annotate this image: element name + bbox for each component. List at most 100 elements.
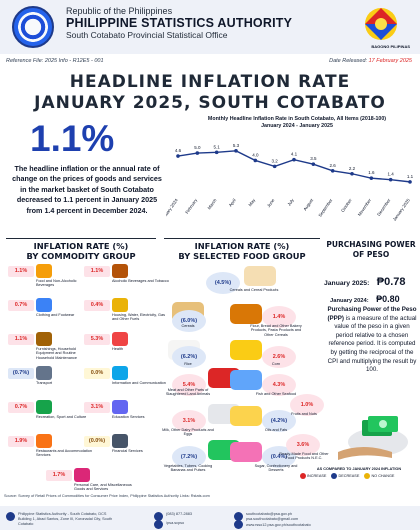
headline-summary: The headline inflation or the annual rat… — [12, 164, 162, 215]
food-value: 3.1% — [172, 410, 206, 432]
food-image-icon — [230, 304, 262, 324]
x-tick-label: May — [247, 197, 256, 207]
commodity-icon — [112, 400, 128, 414]
commodity-label: Food and Non-Alcoholic Beverages — [36, 279, 77, 288]
food-value: (4.2%) — [262, 410, 296, 432]
headline-rate: 1.1% — [30, 118, 115, 159]
food-label: Rice — [184, 362, 192, 366]
legend-no-change-dot — [364, 473, 371, 479]
legend-decrease: DECREASE — [331, 473, 359, 479]
commodity-label: Transport — [36, 381, 53, 385]
header-republic: Republic of the Philippines — [66, 6, 173, 16]
data-point — [253, 158, 258, 163]
footer-web[interactable]: www.rsso12.psa.gov.ph/southcotabato — [246, 523, 311, 527]
data-label: 3.5 — [310, 156, 317, 161]
commodity-icon — [74, 468, 90, 482]
food-value: 1.4% — [262, 306, 296, 328]
food-label: Flour, Bread and Other Bakery Products, … — [250, 324, 302, 337]
x-tick-label: September — [317, 197, 333, 218]
header-office: South Cotabato Provincial Statistical Of… — [66, 30, 228, 40]
data-label: 1.4 — [388, 172, 395, 177]
commodity-title-line2: BY COMMODITY GROUP — [26, 251, 136, 262]
food-title-line2: BY SELECTED FOOD GROUP — [178, 251, 306, 262]
commodity-label: Recreation, Sport and Culture — [36, 415, 87, 419]
header-agency: PHILIPPINE STATISTICS AUTHORITY — [66, 16, 293, 30]
footer-facebook[interactable]: /psa.scpso — [166, 521, 185, 525]
food-label: Ready-Made Food and Other Food Products … — [279, 452, 329, 461]
page-title-line1: HEADLINE INFLATION RATE — [69, 72, 351, 92]
commodity-icon — [36, 264, 52, 278]
commodity-label: Clothing and Footwear — [36, 313, 75, 317]
source-note: Source: Survey of Retail Prices of Commo… — [4, 494, 210, 498]
psa-logo-icon — [12, 6, 54, 48]
commodity-title-line1: INFLATION RATE (%) — [33, 241, 129, 252]
ppp-definition: Purchasing Power of the Peso (PPP) is a … — [326, 306, 418, 375]
food-value: 5.4% — [172, 374, 206, 396]
x-tick-label: December — [376, 197, 392, 217]
commodity-value: 0.0% — [84, 368, 110, 379]
bagong-pilipinas-logo-icon — [365, 8, 397, 40]
ppp-jan2025-value: ₱0.78 — [376, 276, 406, 288]
bagong-pilipinas-label: BAGONG PILIPINAS — [371, 44, 410, 49]
ppp-definition-term: Purchasing Power of the Peso (PPP) — [327, 306, 417, 322]
food-value: 1.0% — [290, 394, 324, 416]
data-label: 5.1 — [214, 144, 221, 149]
commodity-item: 0.0% Information and Communication — [84, 366, 166, 392]
commodity-icon — [112, 332, 128, 346]
ppp-jan2024-value: ₱0.80 — [376, 294, 400, 304]
reference-bar: Reference File: 2025 Info - R12E5 - 001 … — [0, 56, 420, 68]
commodity-item: 5.3% Health — [84, 332, 158, 358]
commodity-item: 0.7% Recreation, Sport and Culture — [8, 400, 86, 426]
food-value: (0.4%) — [262, 446, 296, 468]
footer: Philippine Statistics Authority - South … — [0, 506, 420, 530]
page-title: HEADLINE INFLATION RATE JANUARY 2025, SO… — [0, 72, 420, 114]
commodity-label: Financial Services — [112, 449, 143, 453]
commodity-icon — [36, 434, 52, 448]
legend-increase-label: INCREASE — [307, 474, 327, 478]
commodity-item: 0.7% Clothing and Footwear — [8, 298, 82, 324]
commodity-item: 1.1% Furnishings, Household Equipment and… — [8, 332, 82, 360]
data-point — [234, 149, 238, 153]
food-label: Oils and Fats — [264, 428, 288, 432]
data-label: 1.1 — [407, 174, 414, 179]
data-label: 2.2 — [349, 166, 356, 171]
data-point — [214, 150, 219, 155]
footer-phone[interactable]: (083) 877-2883 — [166, 512, 192, 516]
footer-email1[interactable]: southcotabato@psa.gov.ph — [246, 512, 293, 516]
data-label: 5.3 — [233, 143, 240, 148]
commodity-icon — [112, 434, 128, 448]
food-value: (6.2%) — [172, 346, 206, 368]
food-value: 3.6% — [286, 434, 320, 456]
commodity-section-header: INFLATION RATE (%) BY COMMODITY GROUP — [6, 238, 156, 261]
reference-file: Reference File: 2025 Info - R12E5 - 001 — [6, 58, 104, 64]
food-value: 4.3% — [262, 374, 296, 396]
legend-no-change-label: NO CHANGE — [371, 474, 395, 478]
data-point — [176, 154, 180, 158]
food-image-icon — [244, 266, 276, 286]
food-label: Fish and Other Seafood — [255, 392, 297, 396]
email-icon — [234, 512, 243, 521]
food-label: Milk, Other Dairy Products and Eggs — [162, 428, 214, 437]
commodity-item: 3.1% Education Services — [84, 400, 158, 426]
header-bar: Republic of the Philippines PHILIPPINE S… — [0, 0, 420, 54]
commodity-icon — [36, 400, 52, 414]
commodity-value: 1.1% — [84, 266, 110, 277]
data-point — [330, 169, 335, 173]
food-rule — [164, 238, 320, 240]
legend-increase: INCREASE — [300, 473, 326, 479]
commodity-rule — [6, 238, 156, 240]
data-point — [195, 151, 200, 155]
data-label: 4.0 — [252, 152, 259, 157]
data-label: 4.6 — [175, 148, 182, 153]
food-value: (6.0%) — [172, 310, 206, 332]
commodity-value: 1.1% — [8, 266, 34, 277]
footer-email2[interactable]: psa.southcotabato@gmail.com — [246, 517, 299, 521]
location-icon — [6, 512, 15, 521]
commodity-label: Restaurants and Accommodation Services — [36, 449, 92, 458]
food-image-icon — [230, 406, 262, 426]
food-title-line1: INFLATION RATE (%) — [194, 241, 290, 252]
inflation-line-chart: 4.6 January 2024 5.0 February 5.1 March 5.3 Apr… — [166, 143, 414, 222]
commodity-value: 3.1% — [84, 402, 110, 413]
ppp-jan2025-row: January 2025: ₱0.78 — [324, 272, 406, 290]
data-point — [292, 157, 296, 162]
